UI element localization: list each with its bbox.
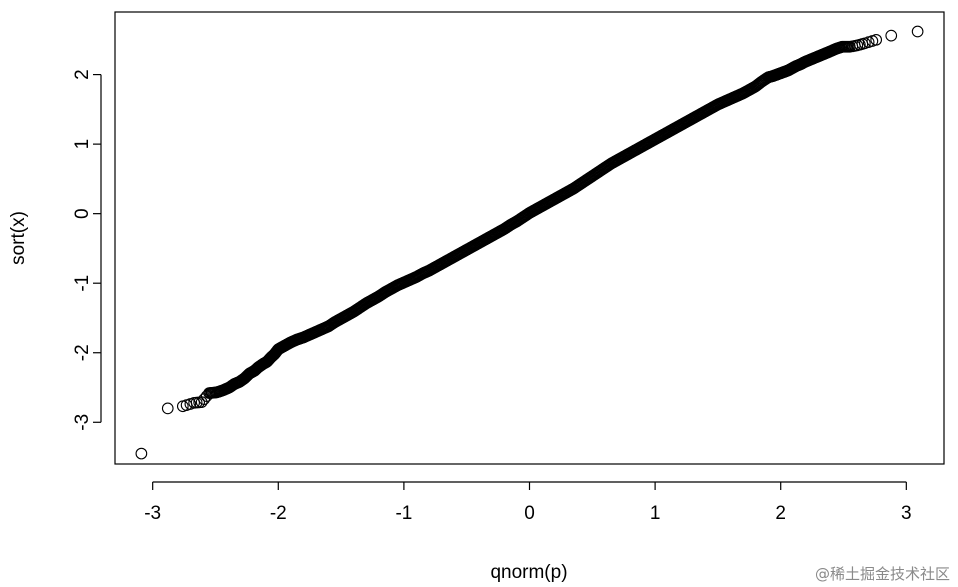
y-tick-label: -2 bbox=[72, 344, 93, 361]
watermark: @稀土掘金技术社区 bbox=[815, 565, 950, 583]
y-axis-label: sort(x) bbox=[8, 211, 29, 265]
y-tick-label: -3 bbox=[72, 414, 93, 431]
data-point bbox=[135, 447, 148, 460]
x-tick-label: -2 bbox=[270, 503, 287, 524]
data-point bbox=[885, 29, 898, 42]
x-tick-label: -3 bbox=[144, 503, 161, 524]
x-axis-label: qnorm(p) bbox=[490, 562, 567, 583]
y-axis: -3 -2 -1 0 1 2 bbox=[72, 69, 102, 431]
x-tick-label: -1 bbox=[395, 503, 412, 524]
plot-frame bbox=[114, 11, 945, 465]
x-tick-label: 2 bbox=[775, 503, 786, 524]
x-tick-label: 1 bbox=[650, 503, 661, 524]
points-layer bbox=[135, 25, 924, 460]
data-point bbox=[161, 402, 174, 415]
y-tick-label: 1 bbox=[72, 139, 93, 150]
y-tick-label: -1 bbox=[72, 275, 93, 292]
y-tick-label: 2 bbox=[72, 69, 93, 80]
x-tick-label: 0 bbox=[524, 503, 535, 524]
x-tick-label: 3 bbox=[901, 503, 912, 524]
data-point bbox=[911, 25, 924, 38]
data-point bbox=[870, 33, 883, 46]
y-tick-label: 0 bbox=[72, 208, 93, 219]
x-axis: -3 -2 -1 0 1 2 3 bbox=[144, 481, 912, 524]
